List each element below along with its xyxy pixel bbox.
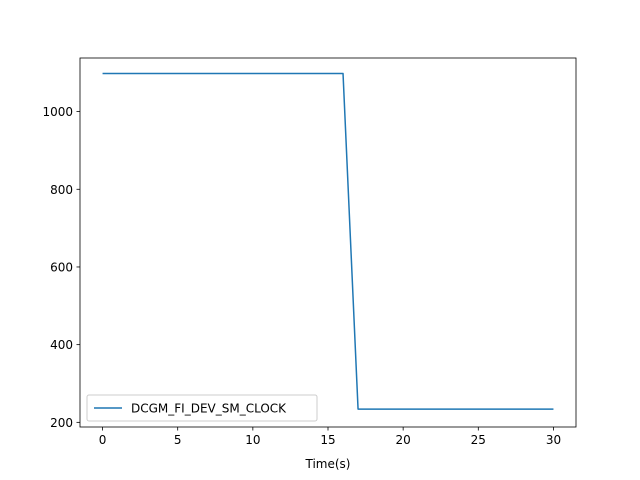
legend-box bbox=[86, 394, 318, 422]
legend-label: DCGM_FI_DEV_SM_CLOCK bbox=[131, 402, 287, 416]
y-tick-label: 1000 bbox=[42, 105, 73, 119]
series-layer bbox=[102, 72, 554, 410]
y-tick-label: 400 bbox=[50, 338, 73, 352]
plot-frame bbox=[79, 57, 577, 428]
x-axis-ticks: 0 5 10 15 20 25 30 bbox=[99, 427, 561, 447]
x-tick-label: 0 bbox=[99, 433, 107, 447]
x-tick-label: 5 bbox=[174, 433, 182, 447]
x-tick-label: 20 bbox=[396, 433, 411, 447]
y-tick-label: 800 bbox=[50, 183, 73, 197]
x-tick-label: 30 bbox=[546, 433, 561, 447]
plot-area bbox=[80, 58, 576, 427]
x-tick-label: 15 bbox=[320, 433, 335, 447]
series-line bbox=[102, 72, 554, 410]
x-tick-label: 25 bbox=[471, 433, 486, 447]
y-tick-label: 600 bbox=[50, 260, 73, 274]
x-tick-label: 10 bbox=[245, 433, 260, 447]
y-tick-label: 200 bbox=[50, 416, 73, 430]
legend: DCGM_FI_DEV_SM_CLOCK bbox=[86, 394, 318, 422]
y-axis-ticks: 200 400 600 800 1000 bbox=[42, 105, 80, 430]
x-axis-label: Time(s) bbox=[305, 457, 351, 471]
